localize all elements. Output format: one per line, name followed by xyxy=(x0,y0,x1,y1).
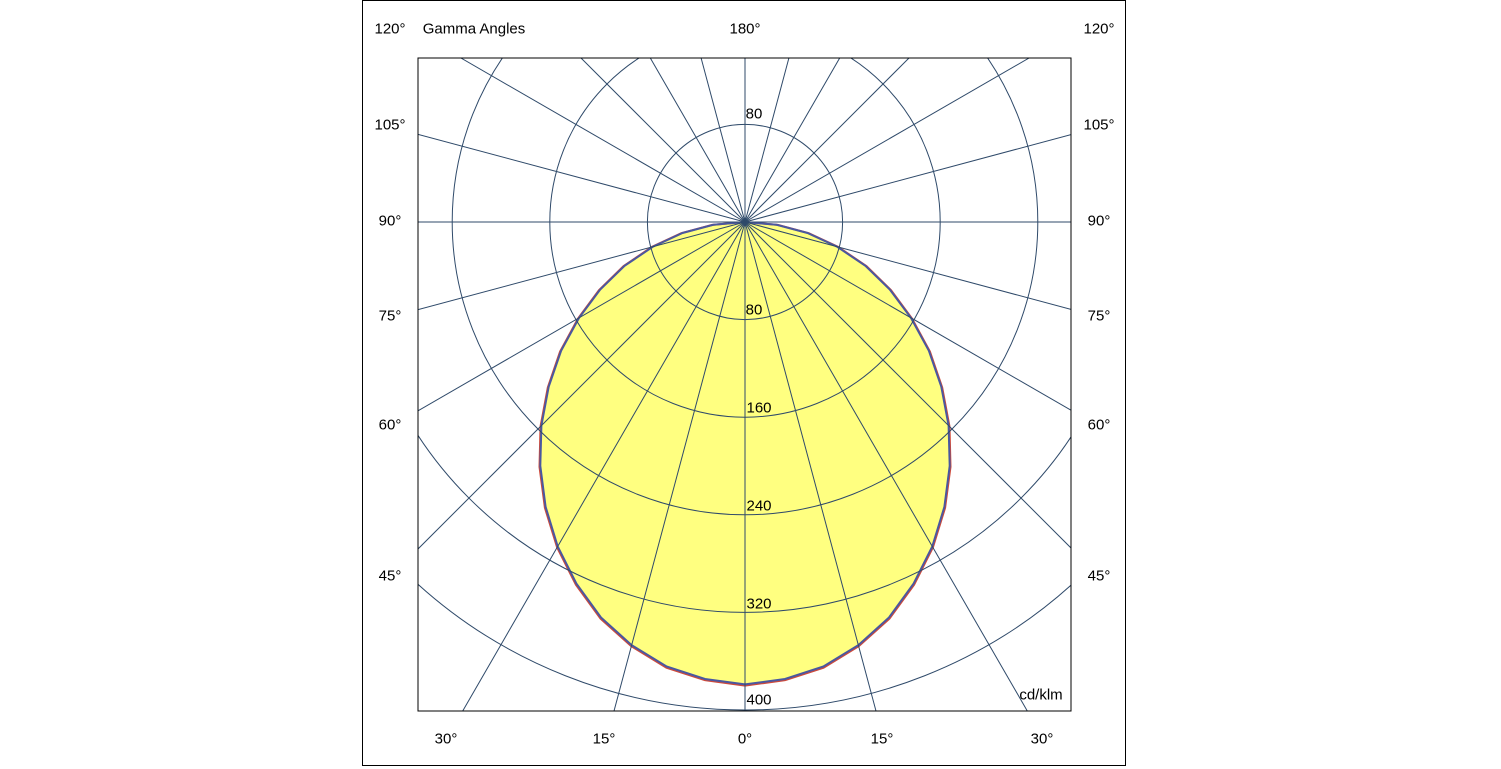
radial-label-80: 80 xyxy=(745,301,763,319)
grid-ray-135 xyxy=(744,58,910,223)
angle-label-right-120: 120° xyxy=(1083,20,1115,38)
plot-box xyxy=(417,57,1072,712)
angle-label-bottom-0: 0° xyxy=(737,730,753,748)
grid-ray-15 xyxy=(744,221,877,711)
grid-ray-285 xyxy=(418,221,746,311)
unit-label: cd/klm xyxy=(1019,686,1063,704)
grid-ray-120 xyxy=(744,58,1030,223)
angle-label-right-45: 45° xyxy=(1087,567,1111,585)
angle-label-right-105: 105° xyxy=(1083,116,1115,134)
grid-ray-315 xyxy=(418,221,746,550)
chart-title: Gamma Angles xyxy=(422,20,526,38)
grid-ray-345 xyxy=(613,221,746,711)
angle-label-left-60: 60° xyxy=(378,416,402,434)
grid-ray-30 xyxy=(744,221,1028,711)
radial-label-400: 400 xyxy=(746,691,772,709)
radial-label-160: 160 xyxy=(746,399,772,417)
angle-label-left-90: 90° xyxy=(378,212,402,230)
angle-label-bottom-30-left: 30° xyxy=(434,730,458,748)
grid-ray-165 xyxy=(744,58,790,223)
angle-label-left-120: 120° xyxy=(374,20,406,38)
chart-frame xyxy=(362,0,1126,766)
grid-ray-195 xyxy=(700,58,746,223)
angle-label-left-105: 105° xyxy=(374,116,406,134)
grid-ray-45 xyxy=(744,221,1071,549)
angle-label-left-45: 45° xyxy=(378,567,402,585)
grid-ray-60 xyxy=(744,221,1071,411)
polar-grid xyxy=(418,58,1071,711)
angle-label-right-60: 60° xyxy=(1087,416,1111,434)
radial-label-320: 320 xyxy=(746,595,772,613)
angle-label-right-90: 90° xyxy=(1087,212,1111,230)
grid-ray-240 xyxy=(460,58,746,223)
grid-ray-210 xyxy=(649,58,746,223)
grid-ray-330 xyxy=(462,221,746,711)
radial-label-240: 240 xyxy=(746,497,772,515)
angle-label-right-75: 75° xyxy=(1087,307,1111,325)
grid-ray-150 xyxy=(744,58,841,223)
angle-label-bottom-15-left: 15° xyxy=(592,730,616,748)
angle-label-bottom-30-right: 30° xyxy=(1030,730,1054,748)
grid-ray-75 xyxy=(744,221,1071,310)
grid-ray-300 xyxy=(418,221,746,412)
angle-label-bottom-15-right: 15° xyxy=(870,730,894,748)
grid-ray-225 xyxy=(580,58,746,223)
radial-label-top-80: 80 xyxy=(745,105,763,123)
grid-ray-105 xyxy=(744,134,1071,223)
angle-label-top-180: 180° xyxy=(729,20,761,38)
grid-ray-255 xyxy=(418,133,746,223)
angle-label-left-75: 75° xyxy=(378,307,402,325)
